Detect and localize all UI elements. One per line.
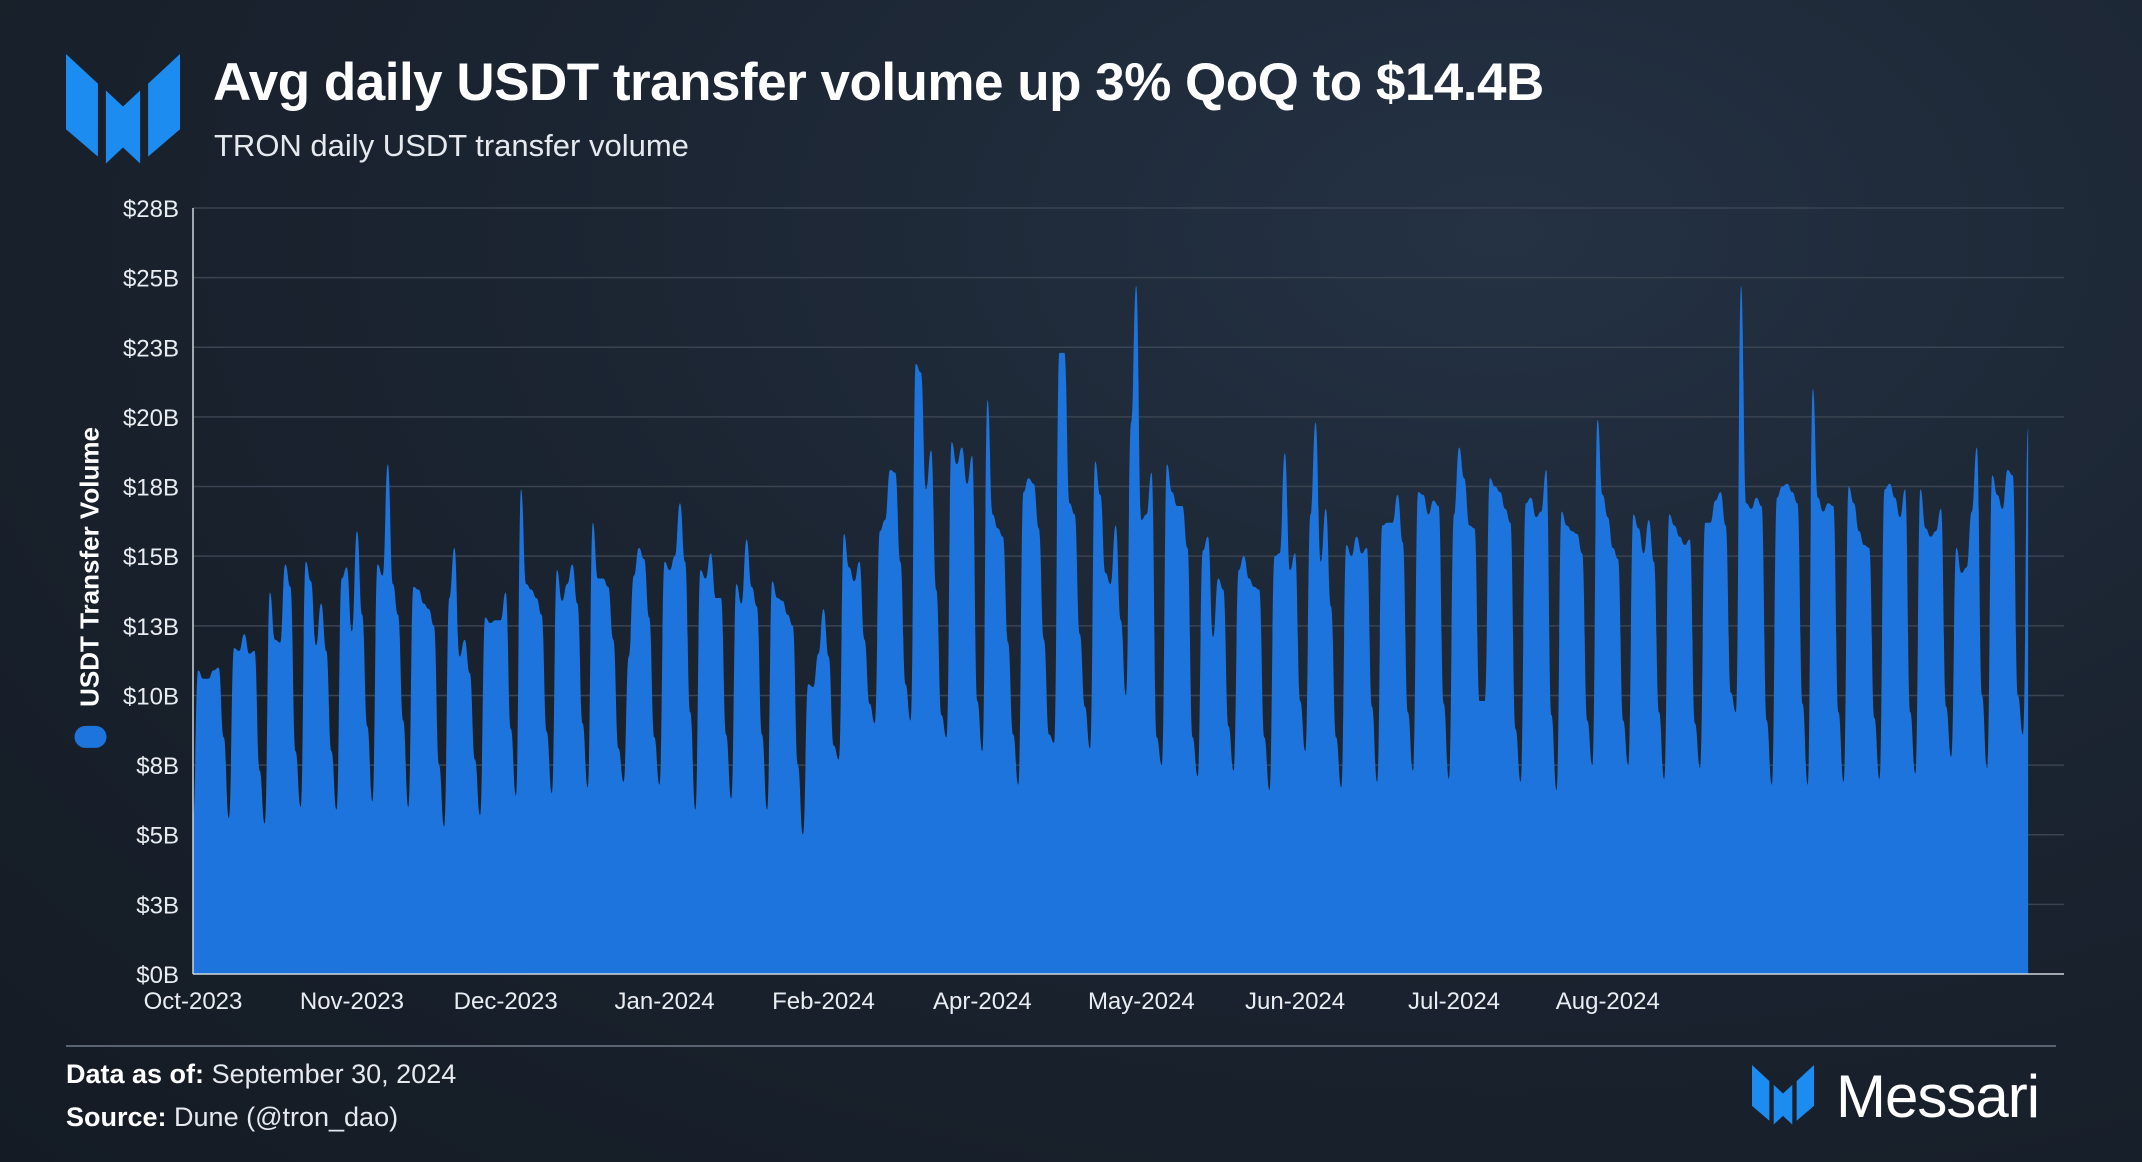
y-axis-label-wrap: USDT Transfer Volume	[70, 410, 110, 770]
y-tick-label: $23B	[123, 335, 179, 362]
x-tick-label: Aug-2024	[1556, 988, 1660, 1015]
y-tick-label: $0B	[136, 962, 179, 989]
data-date: Data as of: September 30, 2024	[66, 1059, 456, 1090]
y-axis-legend: USDT Transfer Volume	[74, 427, 106, 753]
y-axis-ticks: $0B $3B $5B $8B $10B $13B $15B $18B $20B $23B $25B…	[123, 196, 179, 989]
y-tick-label: $10B	[123, 683, 179, 710]
x-tick-label: Feb-2024	[772, 988, 875, 1015]
footer-divider	[66, 1045, 2056, 1047]
brand-name: Messari	[1836, 1062, 2040, 1130]
messari-logo-icon	[66, 54, 180, 164]
y-tick-label: $13B	[123, 614, 179, 641]
data-date-label: Data as of:	[66, 1059, 205, 1089]
x-tick-label: Dec-2023	[454, 988, 558, 1015]
x-tick-label: Oct-2023	[144, 988, 243, 1015]
data-date-value: September 30, 2024	[211, 1059, 457, 1089]
x-tick-label: Nov-2023	[300, 988, 404, 1015]
y-tick-label: $20B	[123, 405, 179, 432]
area-series	[193, 285, 2029, 974]
y-tick-label: $15B	[123, 544, 179, 571]
y-tick-label: $25B	[123, 266, 179, 293]
y-axis-label: USDT Transfer Volume	[74, 427, 105, 707]
y-tick-label: $8B	[136, 753, 179, 780]
series-area-0	[193, 285, 2029, 974]
page-subtitle: TRON daily USDT transfer volume	[214, 128, 689, 163]
data-source-label: Source:	[66, 1102, 167, 1132]
y-tick-label: $18B	[123, 475, 179, 502]
x-tick-label: Apr-2024	[933, 988, 1032, 1015]
y-tick-label: $3B	[136, 892, 179, 919]
x-tick-label: Jul-2024	[1408, 988, 1500, 1015]
messari-logo-icon	[1752, 1065, 1814, 1125]
axes	[192, 208, 2064, 975]
x-tick-label: Jun-2024	[1245, 988, 1345, 1015]
legend-swatch	[74, 725, 106, 748]
x-axis-ticks: Oct-2023 Nov-2023 Dec-2023 Jan-2024 Feb-2024…	[144, 988, 1660, 1015]
data-source-value: Dune (@tron_dao)	[174, 1102, 399, 1132]
x-tick-label: May-2024	[1088, 988, 1195, 1015]
data-source: Source: Dune (@tron_dao)	[66, 1102, 398, 1133]
y-tick-label: $28B	[123, 196, 179, 223]
y-tick-label: $5B	[136, 823, 179, 850]
x-tick-label: Jan-2024	[615, 988, 715, 1015]
brand: Messari	[1752, 1062, 2040, 1130]
page-title: Avg daily USDT transfer volume up 3% QoQ…	[213, 53, 1544, 112]
